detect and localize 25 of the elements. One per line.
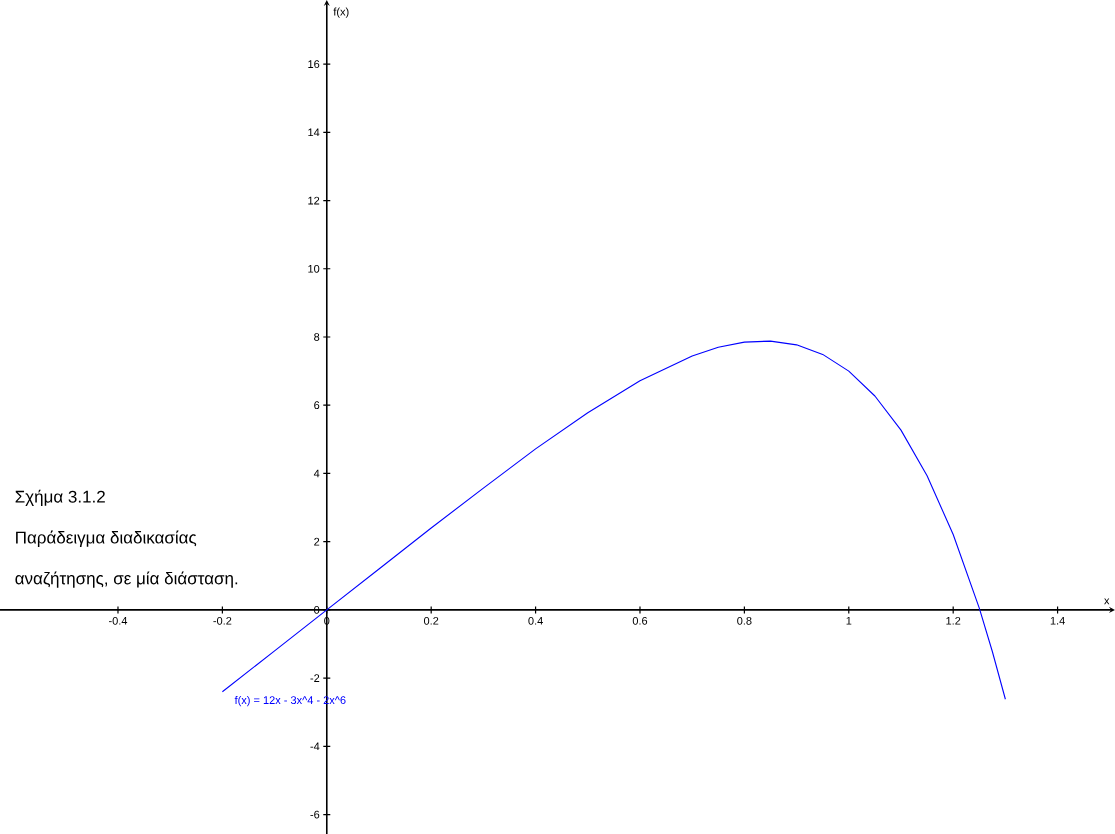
annotation: Σχήμα 3.1.2 (15, 489, 105, 507)
y-tick-label: 2 (314, 537, 320, 546)
y-tick-label: -2 (310, 674, 320, 682)
x-tick-label: 1 (846, 616, 852, 625)
x-axis-title: x (1104, 598, 1110, 605)
y-tick-label: -4 (310, 742, 320, 751)
x-tick-label: 0.4 (528, 616, 543, 625)
annotation: αναζήτησης, σε μία διάσταση. (15, 571, 238, 588)
y-tick-label: 14 (308, 128, 320, 137)
y-tick-label: 6 (314, 401, 320, 410)
y-tick-label: -6 (310, 810, 320, 819)
x-tick-label: 0.8 (737, 616, 752, 625)
x-tick-label: -0.4 (108, 616, 128, 625)
y-tick-label: 4 (313, 469, 320, 478)
y-axis-title: f(x) (333, 7, 349, 18)
annotation: Παράδειγμα διαδικασίας (16, 530, 197, 547)
y-tick-label: 10 (308, 264, 320, 273)
x-tick-label: 1.2 (946, 616, 961, 625)
y-tick-label: 8 (314, 333, 320, 341)
x-tick-label: 0.6 (632, 616, 648, 625)
y-tick-label: 12 (308, 196, 320, 205)
x-tick-label: -0.2 (213, 616, 232, 625)
y-tick-label: 16 (308, 60, 320, 69)
x-tick-label: 0.2 (423, 616, 439, 625)
x-tick-label: 1.4 (1050, 616, 1065, 625)
